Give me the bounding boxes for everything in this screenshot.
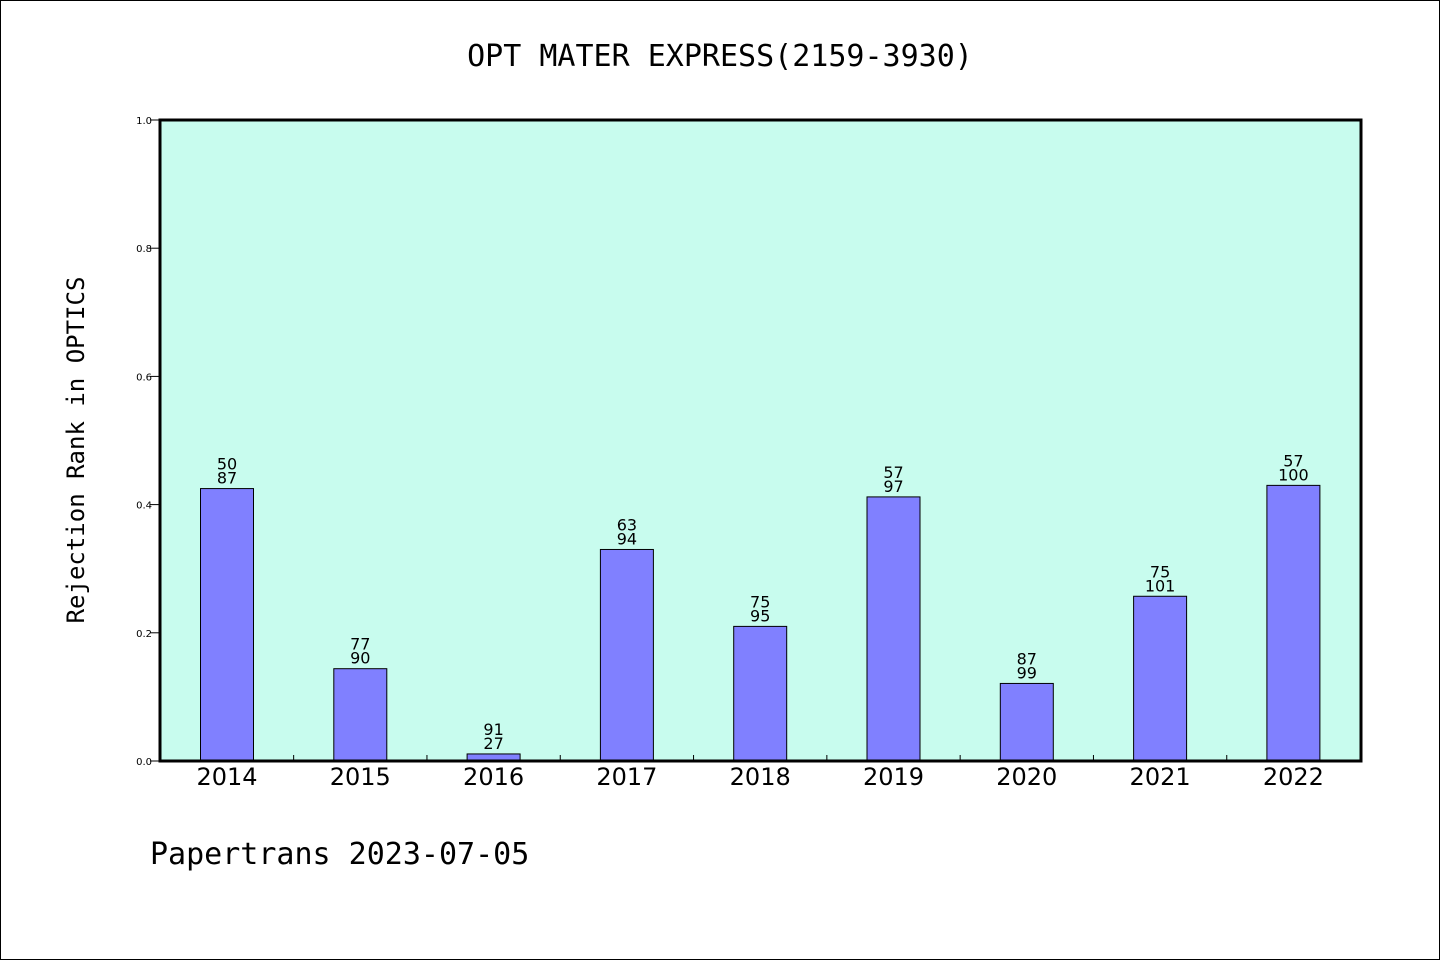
bar-2019 — [866, 496, 921, 762]
y-tick-label-0.8: 0.8 — [136, 244, 152, 255]
bar-2014 — [200, 488, 254, 762]
data-label-bottom-2019: 97 — [883, 477, 903, 496]
data-label-bottom-2016: 27 — [483, 734, 503, 753]
data-label-top-2015: 77 — [350, 635, 370, 654]
x-tick-label-2015: 2015 — [330, 763, 391, 791]
x-tick-label-2018: 2018 — [730, 763, 791, 791]
data-label-top-2022: 57 — [1283, 451, 1303, 470]
data-label-bottom-2014: 87 — [217, 469, 237, 488]
data-label-top-2016: 91 — [483, 720, 503, 739]
data-label-bottom-2020: 99 — [1017, 663, 1037, 682]
data-label-top-2017: 63 — [617, 515, 637, 534]
y-tick-label-0.2: 0.2 — [136, 629, 152, 640]
bar-2021 — [1133, 595, 1188, 762]
x-tick-label-2021: 2021 — [1130, 763, 1191, 791]
data-label-top-2014: 50 — [217, 455, 237, 474]
y-tick-label-0.4: 0.4 — [136, 501, 152, 512]
x-tick-label-2019: 2019 — [863, 763, 924, 791]
x-tick-label-2020: 2020 — [996, 763, 1057, 791]
bar-2017 — [599, 548, 654, 762]
data-label-top-2020: 87 — [1017, 649, 1037, 668]
chart-title: OPT MATER EXPRESS(2159-3930) — [467, 39, 973, 74]
bar-2020 — [999, 682, 1054, 762]
data-label-bottom-2017: 94 — [617, 529, 637, 548]
bar-2022 — [1266, 484, 1321, 762]
y-tick-label-0.6: 0.6 — [136, 372, 152, 383]
data-label-bottom-2022: 100 — [1278, 465, 1309, 484]
data-label-top-2019: 57 — [883, 463, 903, 482]
x-tick-label-2022: 2022 — [1263, 763, 1324, 791]
x-tick-label-2017: 2017 — [596, 763, 657, 791]
y-tick-label-1.0: 1.0 — [136, 116, 152, 127]
y-axis-label: Rejection Rank in OPTICS — [62, 277, 90, 624]
data-label-top-2018: 75 — [750, 592, 770, 611]
footer-text: Papertrans 2023-07-05 — [150, 837, 529, 872]
data-label-bottom-2021: 101 — [1145, 576, 1176, 595]
x-tick-label-2014: 2014 — [196, 763, 257, 791]
x-tick-label-2016: 2016 — [463, 763, 524, 791]
data-label-bottom-2018: 95 — [750, 606, 770, 625]
data-label-bottom-2015: 90 — [350, 649, 370, 668]
y-tick-label-0.0: 0.0 — [136, 757, 152, 768]
bar-2015 — [333, 668, 388, 762]
bar-2018 — [733, 625, 788, 762]
data-label-top-2021: 75 — [1150, 562, 1170, 581]
plot-border — [158, 118, 1363, 763]
axis-ticks: 2014 2015 2016 2017 2018 2019 2020 2021 2022 0.0 0… — [136, 116, 1324, 791]
